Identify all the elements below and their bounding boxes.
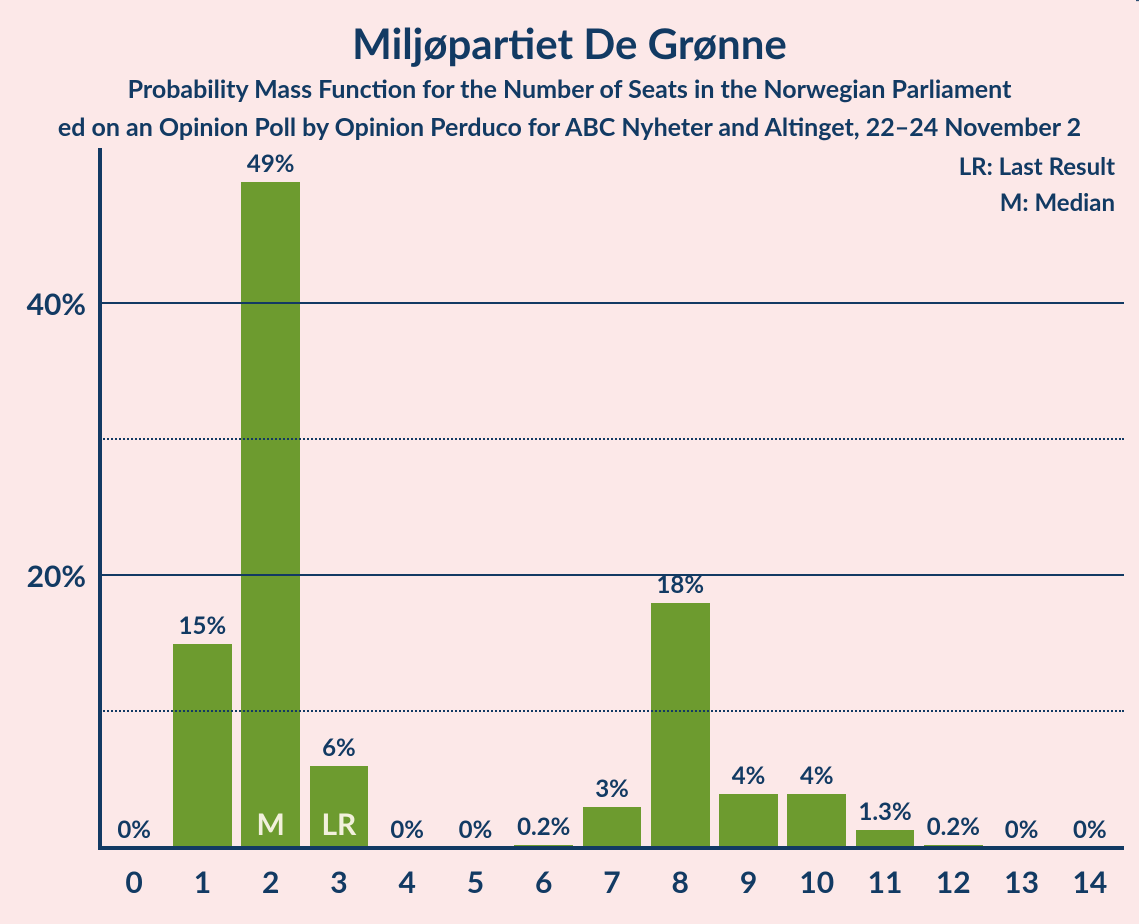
chart-subtitle-2: ed on an Opinion Poll by Opinion Perduco… [0, 112, 1139, 142]
bar-slot: 49%M2 [237, 168, 305, 848]
x-tick-label: 12 [936, 864, 971, 900]
bar-mark-label: LR [321, 806, 356, 842]
x-tick-label: 6 [535, 864, 552, 900]
x-tick-label: 4 [398, 864, 415, 900]
chart-canvas: Miljøpartiet De Grønne Probability Mass … [0, 0, 1139, 924]
bar-slot: 4%9 [714, 168, 782, 848]
bars-container: 0%015%149%M26%LR30%40%50.2%63%718%84%94%… [100, 168, 1124, 848]
y-tick-label: 40% [27, 286, 100, 322]
x-tick-label: 11 [868, 864, 903, 900]
bar-slot: 0%0 [100, 168, 168, 848]
bar-value-label: 0% [117, 815, 151, 844]
bar-value-label: 4% [732, 761, 766, 790]
gridline [100, 574, 1124, 576]
bar-value-label: 0% [459, 815, 493, 844]
x-tick-label: 2 [262, 864, 279, 900]
x-tick-label: 0 [125, 864, 142, 900]
x-tick-label: 13 [1004, 864, 1039, 900]
x-tick-label: 8 [672, 864, 689, 900]
bar-value-label: 3% [595, 774, 629, 803]
bar-slot: 4%10 [783, 168, 851, 848]
bar: 49%M [241, 182, 300, 848]
bar: 4% [787, 794, 846, 848]
x-tick-label: 14 [1072, 864, 1107, 900]
x-tick-label: 5 [467, 864, 484, 900]
bar: 15% [173, 644, 232, 848]
bar-slot: 3%7 [578, 168, 646, 848]
bar-slot: 0.2%12 [919, 168, 987, 848]
gridline [100, 438, 1124, 440]
bar: 3% [583, 807, 642, 848]
x-tick-label: 1 [194, 864, 211, 900]
bar-slot: 0%14 [1056, 168, 1124, 848]
plot-area: 0%015%149%M26%LR30%40%50.2%63%718%84%94%… [100, 168, 1124, 848]
bar-slot: 18%8 [646, 168, 714, 848]
bar-slot: 0%13 [987, 168, 1055, 848]
bar-value-label: 0.2% [517, 812, 570, 841]
bar-value-label: 4% [800, 761, 834, 790]
x-tick-label: 9 [740, 864, 757, 900]
x-tick-label: 10 [799, 864, 834, 900]
bar: 4% [719, 794, 778, 848]
x-tick-label: 7 [603, 864, 620, 900]
copyright-text: © 2025 Filip van Laenen [1133, 0, 1139, 2]
bar-value-label: 49% [247, 149, 295, 178]
bar-slot: 0.2%6 [510, 168, 578, 848]
gridline [100, 302, 1124, 304]
y-axis-line [98, 148, 102, 848]
x-axis-line [98, 846, 1124, 850]
bar-value-label: 0% [1005, 815, 1039, 844]
bar-slot: 15%1 [168, 168, 236, 848]
x-tick-label: 3 [330, 864, 347, 900]
bar: 18% [651, 603, 710, 848]
bar-mark-label: M [256, 806, 284, 842]
bar-value-label: 0% [1073, 815, 1107, 844]
bar-value-label: 0% [390, 815, 424, 844]
bar-value-label: 15% [179, 611, 227, 640]
bar: 6%LR [310, 766, 369, 848]
y-tick-label: 20% [27, 558, 100, 594]
bar-slot: 6%LR3 [305, 168, 373, 848]
bar-value-label: 1.3% [858, 797, 911, 826]
chart-title: Miljøpartiet De Grønne [0, 18, 1139, 68]
bar-value-label: 0.2% [927, 812, 980, 841]
bar-slot: 0%4 [373, 168, 441, 848]
bar-slot: 0%5 [441, 168, 509, 848]
bar-value-label: 6% [322, 733, 356, 762]
gridline [100, 710, 1124, 712]
bar-slot: 1.3%11 [851, 168, 919, 848]
chart-subtitle-1: Probability Mass Function for the Number… [0, 74, 1139, 104]
